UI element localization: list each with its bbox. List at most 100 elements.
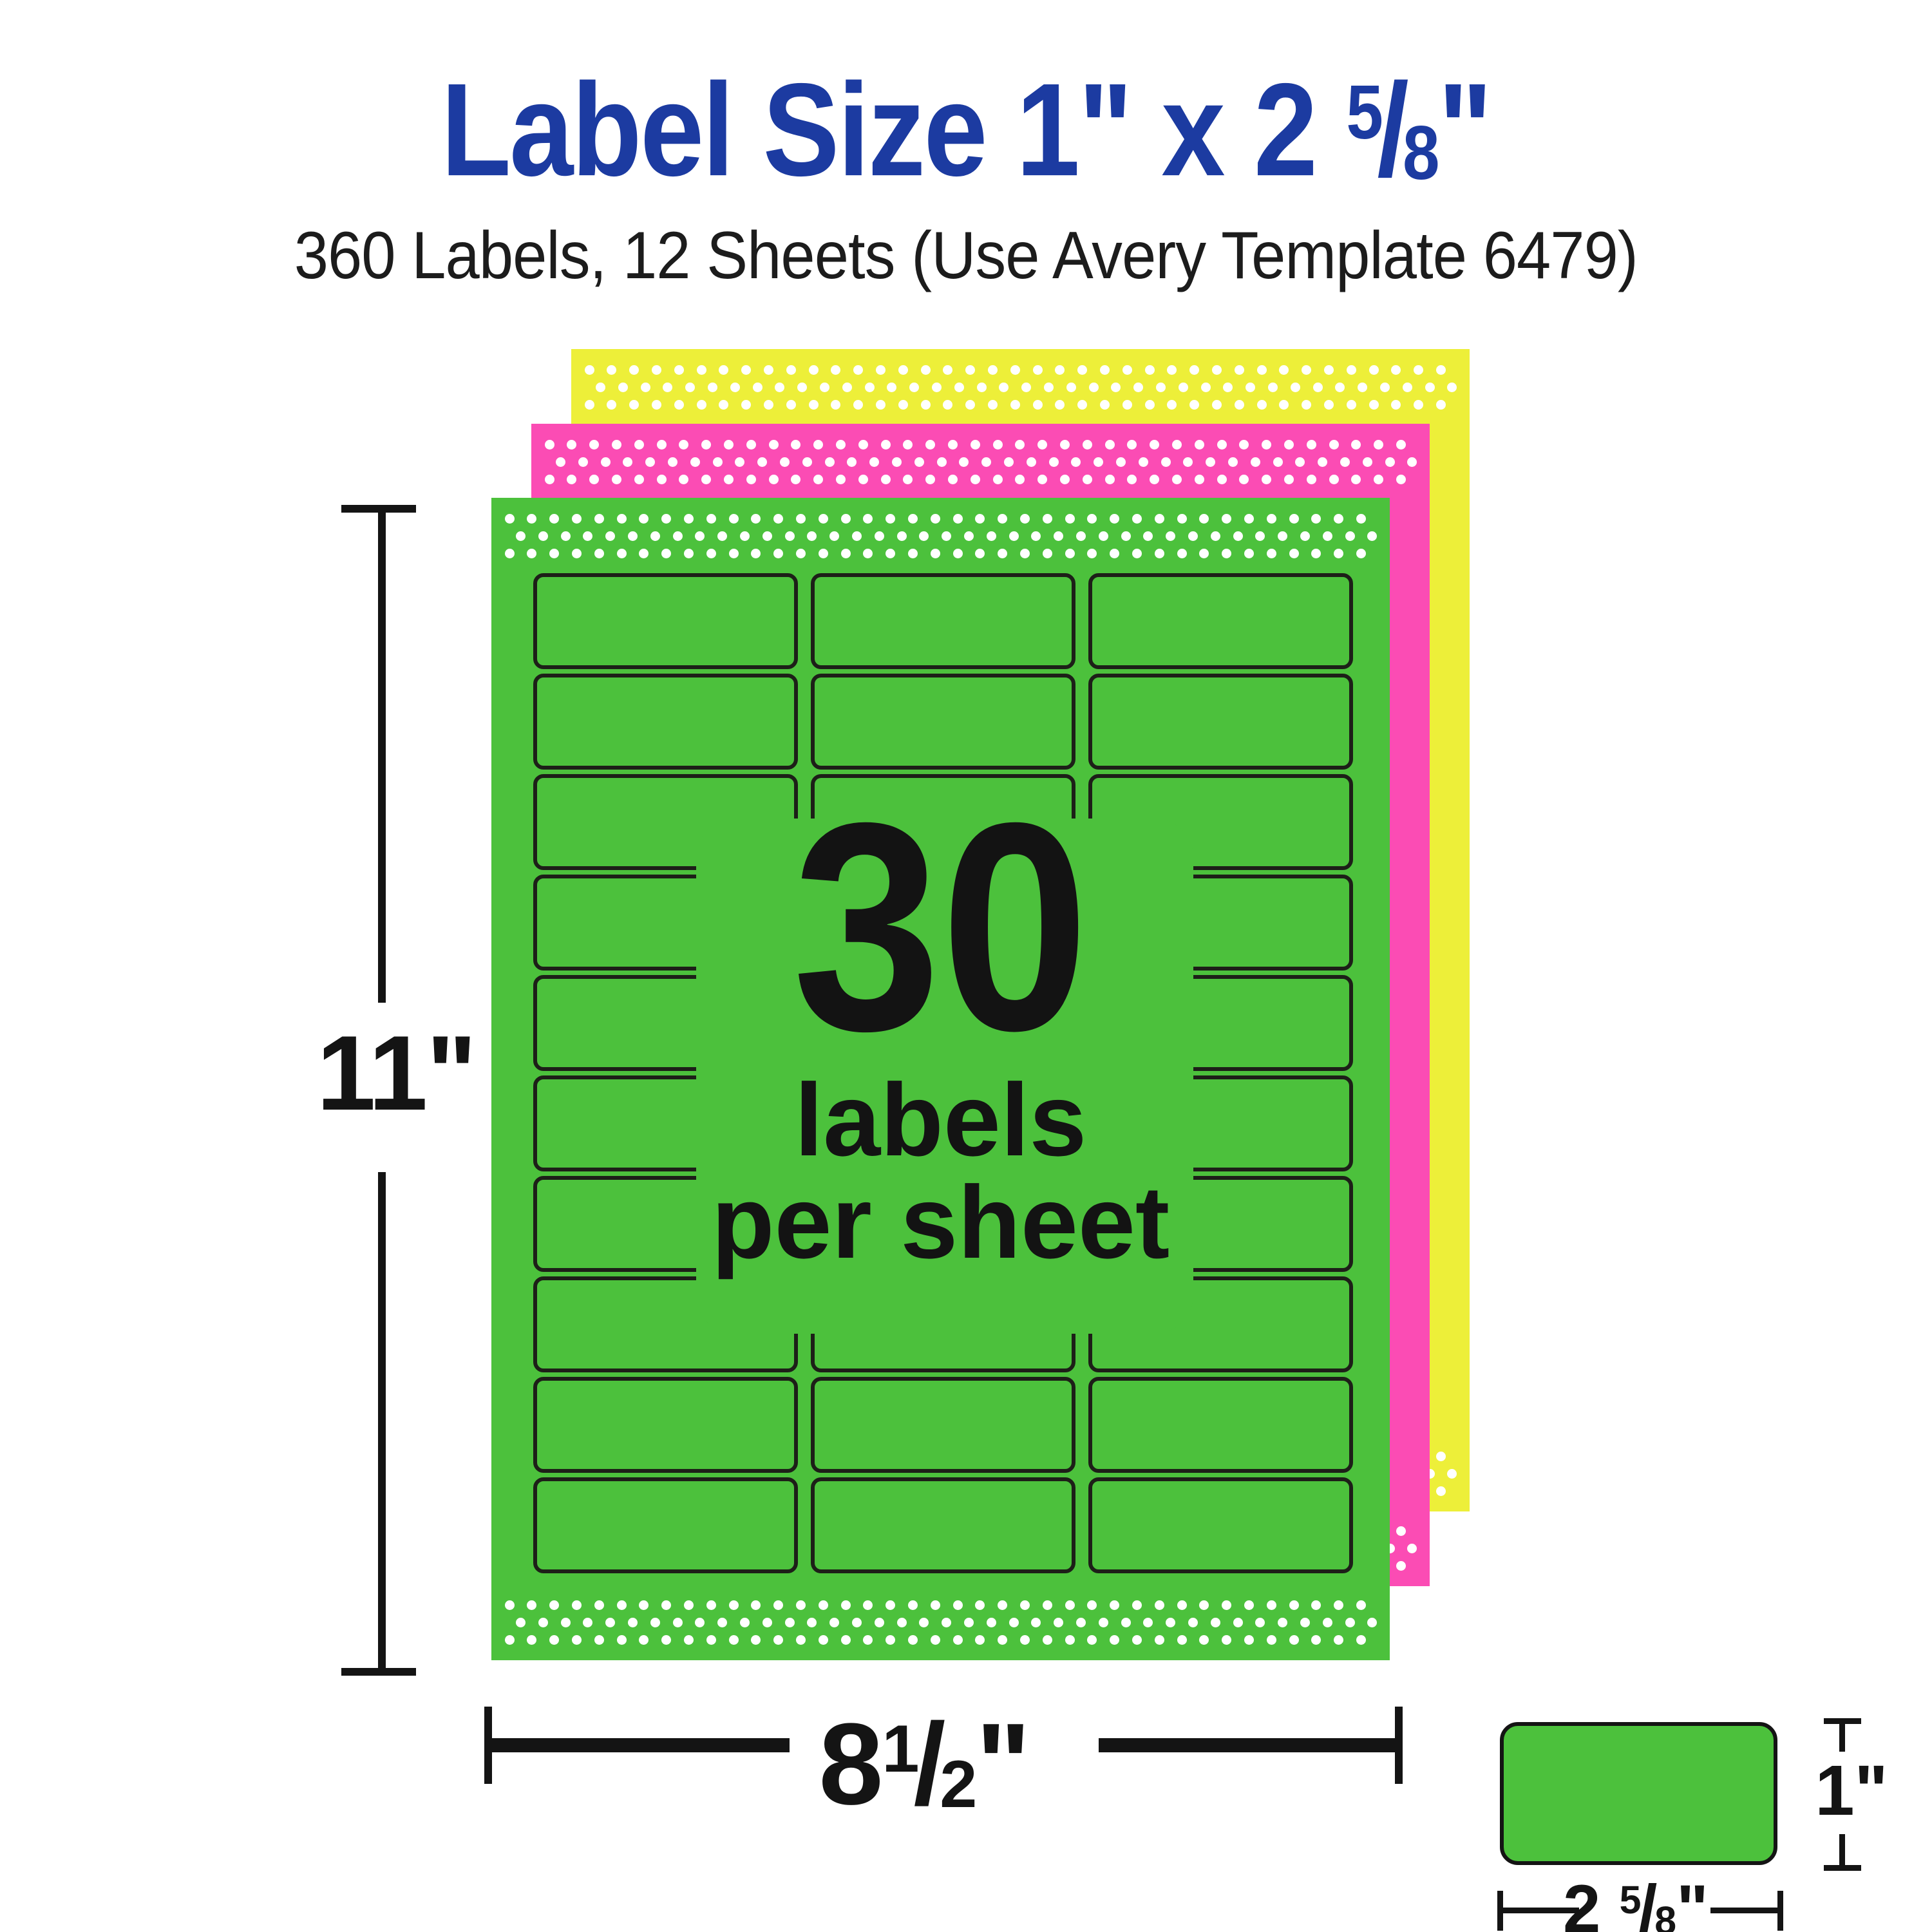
perforation-dot [1133,382,1144,392]
perforation-dot [1379,382,1390,392]
perforation-dot [992,474,1003,484]
label-cell [533,573,798,669]
perforation-dot [763,399,773,410]
perforation-dot [1104,439,1115,450]
perforation-dot [600,457,611,467]
perforation-dot [1312,382,1323,392]
perforation-dot [1122,365,1132,375]
perforation-dot [1290,382,1300,392]
perforation-dot [1368,365,1379,375]
perforation-dot [831,399,841,410]
perforation-dot [1037,439,1048,450]
perforation-dot [1048,457,1059,467]
perforation-dot [746,474,756,484]
perforation-dot [1391,399,1401,410]
label-cell [811,573,1075,669]
title-fraction: 5/8 [1346,56,1440,204]
swatch-height-stub-bottom [1839,1834,1845,1868]
perforation-dot [887,382,897,392]
perforation-dot [909,382,920,392]
perforation-dot [1340,457,1350,467]
perforation-dot [1407,1543,1417,1553]
perforation-dot [1082,474,1092,484]
perforation-dot [595,382,605,392]
perforation-dot [679,439,689,450]
perforation-dot [1279,399,1289,410]
perforation-dot [584,399,594,410]
perforation-dot [1396,1526,1406,1536]
width-dim-line-left [492,1738,790,1752]
perforation-dot [1351,439,1361,450]
perforation-dot [1374,474,1384,484]
perforation-dot [831,365,841,375]
perforation-dot [808,365,819,375]
perforation-dot [1262,439,1272,450]
perforation-dot [1167,365,1177,375]
perforation-dot [1026,457,1036,467]
perforation-dot [707,382,717,392]
perforation-dot [1262,474,1272,484]
perforation-dot [1396,1560,1406,1571]
perforation-dot [1362,457,1372,467]
perforation-dot [645,457,656,467]
perforation-dot [1059,474,1070,484]
label-cell [811,674,1075,770]
perforation-dot [1200,382,1211,392]
perforation-dot [976,382,987,392]
perforation-dot [589,474,600,484]
perforation-dot [1351,474,1361,484]
perforation-dot [1234,365,1244,375]
perforation-dot [763,365,773,375]
perforation-dot [914,457,924,467]
perforation-dot [1425,382,1435,392]
perforation-dot [987,365,998,375]
perforation-dot [663,382,673,392]
perforation-dot [1150,474,1160,484]
perforation-dot [1021,382,1032,392]
perforation-dot [741,399,752,410]
perforation-dot [1138,457,1148,467]
perforation-dot [1323,365,1334,375]
perforation-dot [1194,474,1204,484]
perforation-dot [544,439,554,450]
perforation-dot [947,439,958,450]
perforation-dot [853,365,864,375]
perforation-dot [1396,439,1406,450]
perforation-dot [1043,382,1054,392]
text-backdrop [696,819,1193,1334]
perforation-dot [1414,365,1424,375]
perforation-dot [712,457,723,467]
perforation-dot [1385,457,1395,467]
perforation-dot [1127,474,1137,484]
perforation-dot [1295,457,1305,467]
perforation-dot [1256,365,1267,375]
perforation-dot [1447,1468,1457,1479]
perforation-dot [999,382,1009,392]
perforation-dot [1015,439,1025,450]
perforation-dot [634,439,644,450]
perforation-dot [1368,399,1379,410]
width-dim-line-right [1099,1738,1395,1752]
perforation-dot [1099,365,1110,375]
perforation-dot [1127,439,1137,450]
perforation-dot [880,474,891,484]
label-cell [1088,674,1353,770]
height-dim-line-upper [378,505,386,1003]
width-dim-fraction: 1/2 [882,1700,978,1830]
perforation-dot [970,474,980,484]
perforation-dot [1088,382,1099,392]
perforation-dot [1104,474,1115,484]
swatch-width-line-left [1503,1908,1579,1913]
perforation-dot [898,365,908,375]
perforation-dot [629,365,639,375]
perforation-dot [1239,474,1249,484]
perforation-dot [1239,439,1249,450]
perforation-dot [875,399,886,410]
perforation-dot [1447,382,1457,392]
perforation-dot [1306,474,1316,484]
perforation-dot [752,382,762,392]
perforation-dot [791,474,801,484]
perforation-dot [701,439,712,450]
perforation-dot [835,474,846,484]
perforation-dot [679,474,689,484]
